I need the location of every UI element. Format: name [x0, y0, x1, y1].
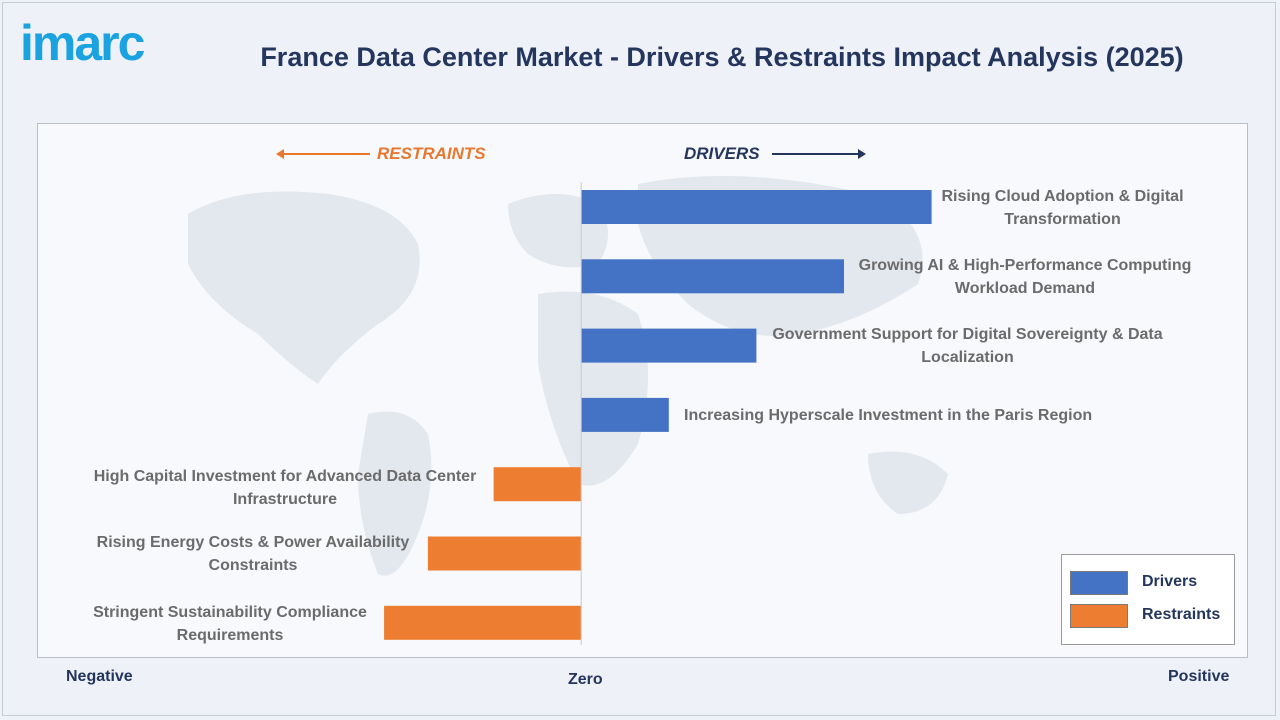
- restraints-arrow-icon: [276, 149, 370, 159]
- bar-label-1: Growing AI & High-Performance Computing …: [858, 257, 1192, 297]
- bar-label-6: Stringent Sustainability Compliance Requ…: [93, 604, 367, 644]
- axis-zero-label: Zero: [568, 671, 603, 688]
- restraints-direction-label: RESTRAINTS: [377, 144, 486, 163]
- legend-label-restraints: Restraints: [1142, 606, 1221, 623]
- bar-label-5: Rising Energy Costs & Power Availability…: [96, 534, 410, 574]
- bar-label-4: High Capital Investment for Advanced Dat…: [93, 468, 477, 508]
- axis-positive-label: Positive: [1168, 668, 1230, 685]
- imarc-logo: imarc: [20, 15, 145, 71]
- legend-swatch-drivers: [1070, 571, 1128, 595]
- legend-swatch-restraints: [1070, 604, 1128, 628]
- driver-bar-0: [581, 190, 932, 224]
- driver-bar-3: [581, 397, 669, 432]
- drivers-arrow-icon: [772, 149, 866, 159]
- chart-title: France Data Center Market - Drivers & Re…: [260, 42, 1184, 72]
- bar-label-0: Rising Cloud Adoption & Digital Transfor…: [941, 188, 1184, 228]
- legend: Drivers Restraints: [1061, 554, 1235, 645]
- driver-bar-2: [581, 328, 757, 363]
- axis-negative-label: Negative: [66, 668, 133, 685]
- restraint-bar-4: [493, 467, 582, 502]
- world-map-watermark: [188, 176, 948, 576]
- restraint-bar-6: [384, 605, 582, 640]
- driver-bar-1: [581, 259, 844, 294]
- restraint-bar-5: [427, 536, 582, 571]
- legend-label-drivers: Drivers: [1142, 573, 1198, 590]
- drivers-direction-label: DRIVERS: [684, 144, 760, 163]
- bar-label-2: Government Support for Digital Sovereign…: [772, 326, 1163, 366]
- bar-label-3: Increasing Hyperscale Investment in the …: [684, 407, 1093, 424]
